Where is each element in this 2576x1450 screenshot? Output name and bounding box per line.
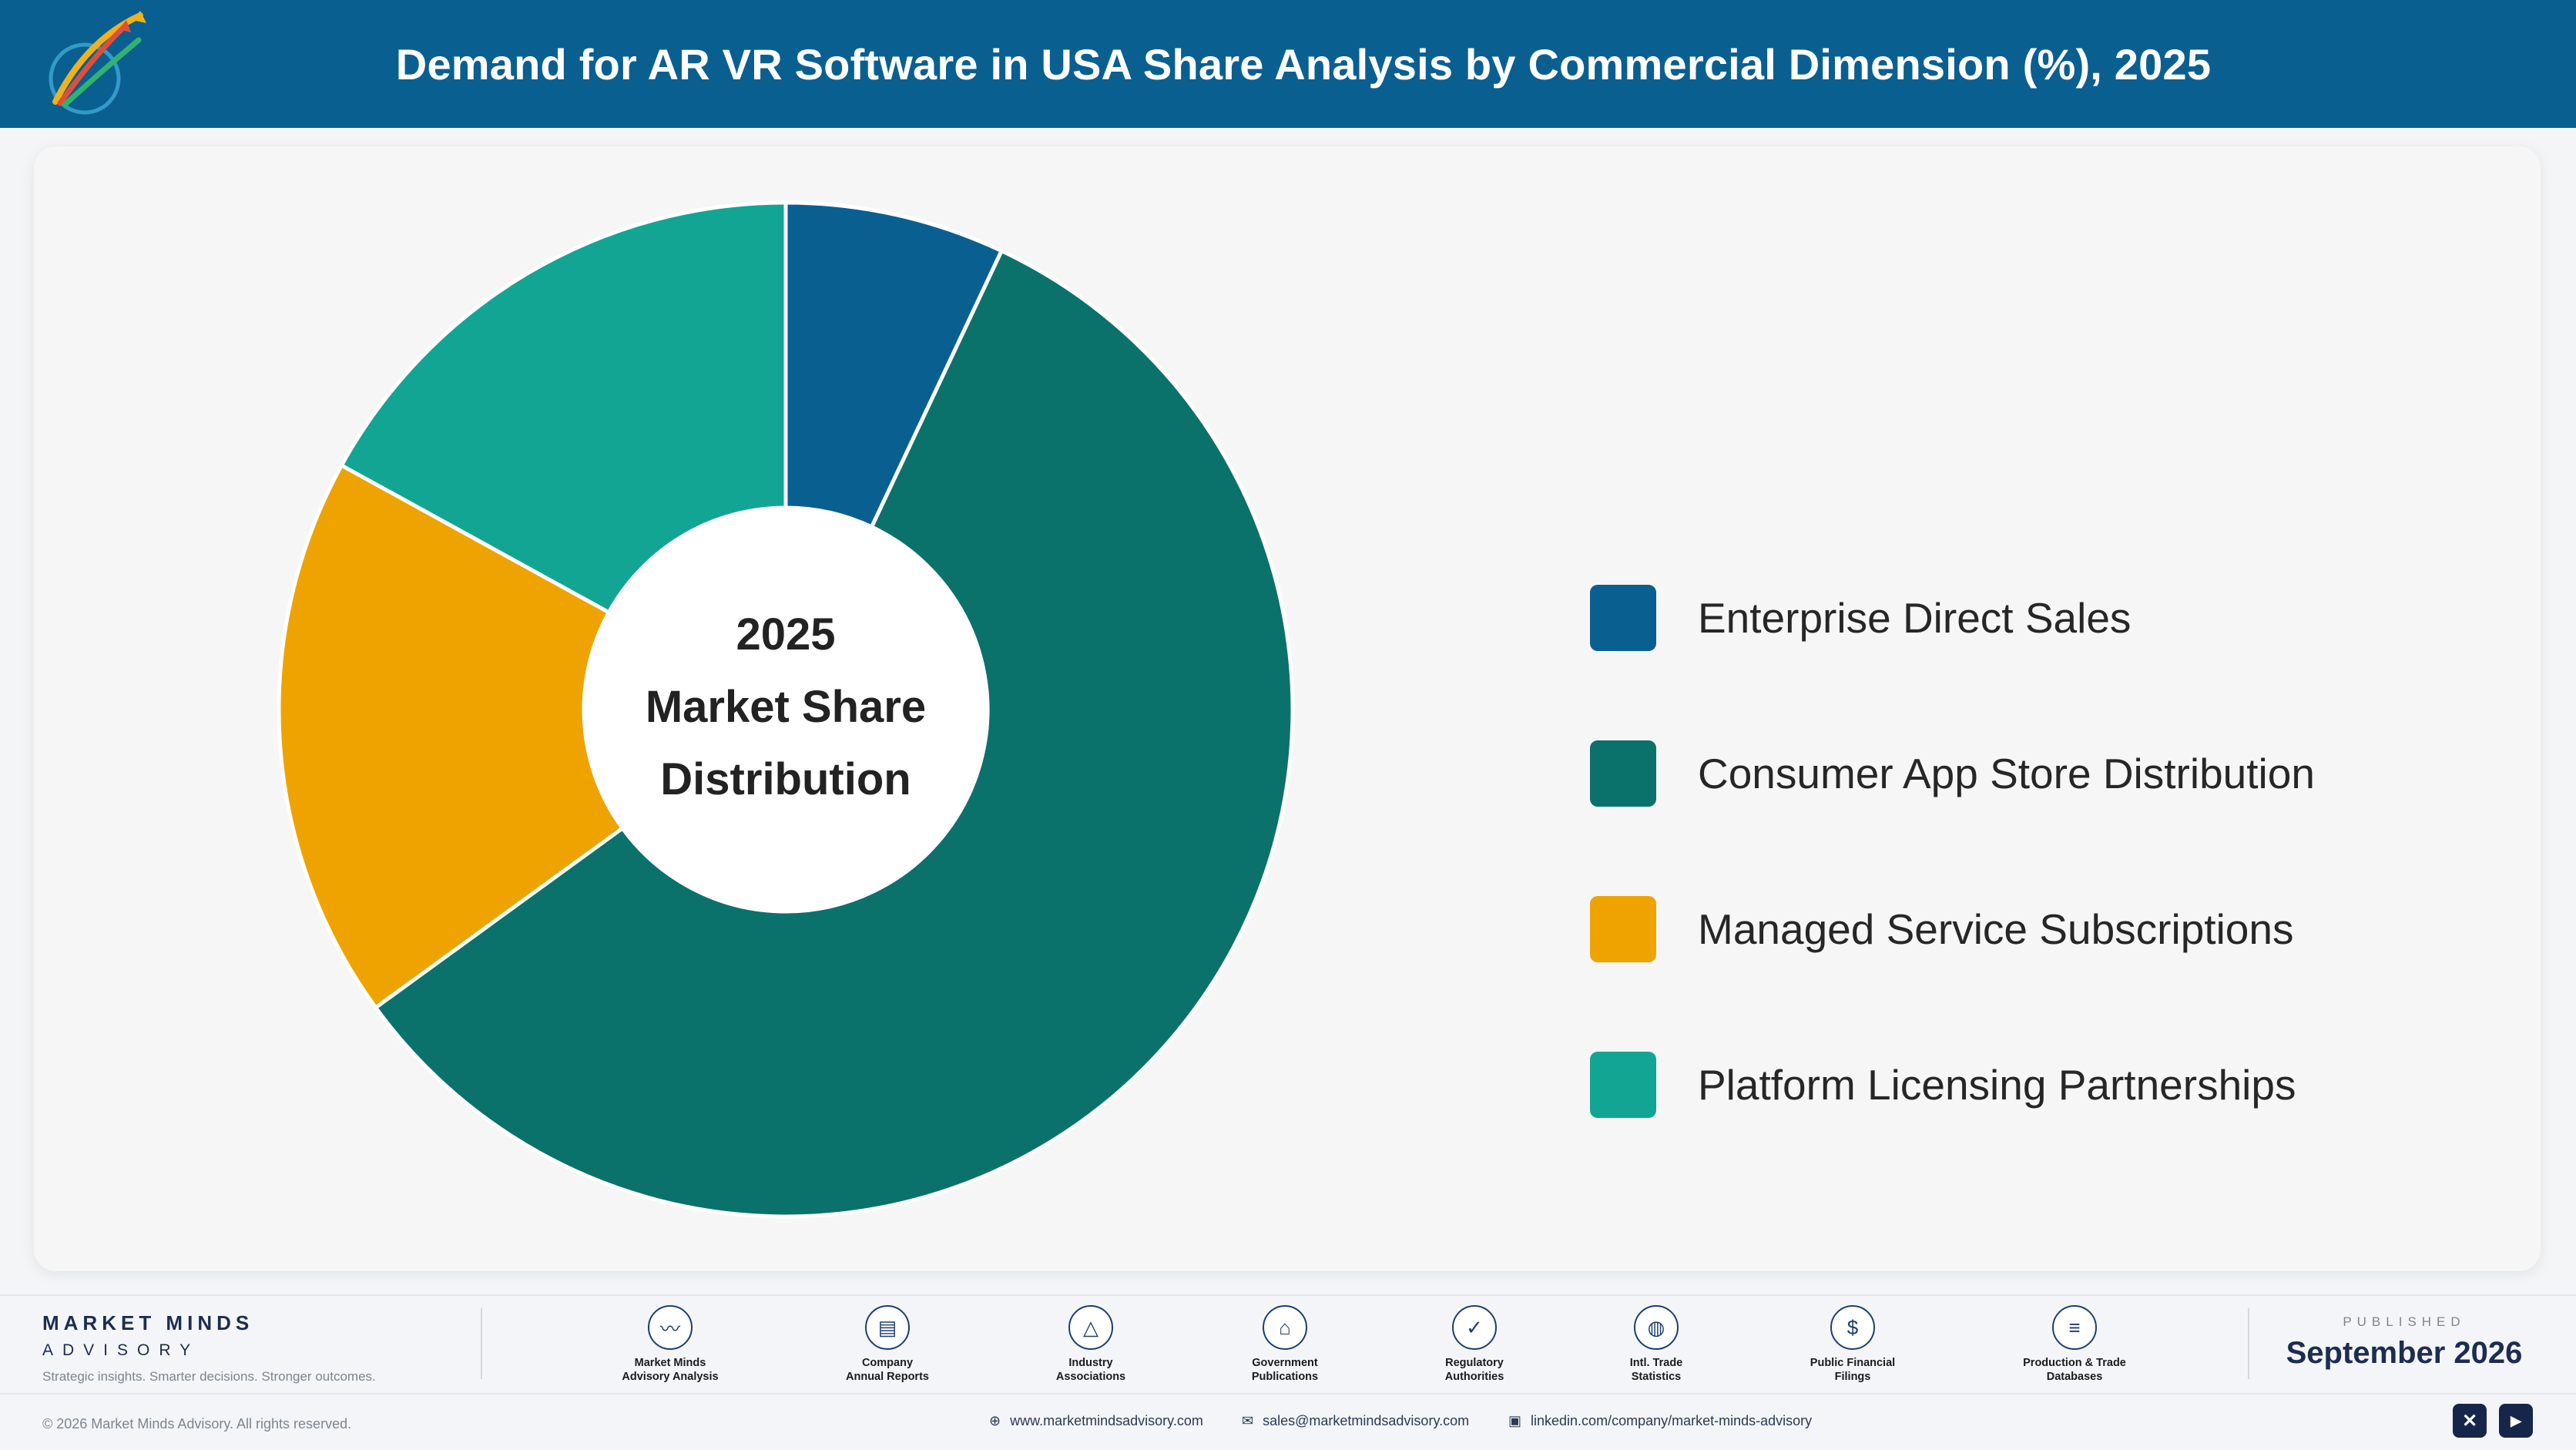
mail-icon: ✉ [1242, 1413, 1254, 1428]
source-label: Industry Associations [1055, 1357, 1126, 1383]
source-item: ≡ Production & Trade Databases [1990, 1305, 2159, 1384]
donut-center-label: 2025 [736, 609, 835, 660]
divider [481, 1308, 482, 1379]
youtube-social-button[interactable]: ▶ [2499, 1404, 2533, 1438]
network-icon: △ [1068, 1305, 1113, 1350]
brand-tagline: Strategic insights. Smarter decisions. S… [42, 1369, 376, 1384]
published-label: PUBLISHED [2343, 1314, 2466, 1329]
published-date: September 2026 [2286, 1336, 2523, 1370]
shield-check-icon: ✓ [1452, 1305, 1497, 1350]
email-link[interactable]: ✉ sales@marketmindsadvisory.com [1242, 1413, 1469, 1429]
published-block: PUBLISHED September 2026 [2277, 1314, 2531, 1371]
linkedin-text: linkedin.com/company/market-minds-adviso… [1531, 1413, 1813, 1428]
legend-label: Consumer App Store Distribution [1698, 750, 2315, 797]
header-bar: Demand for AR VR Software in USA Share A… [0, 0, 2576, 128]
website-link[interactable]: ⊕ www.marketmindsadvisory.com [989, 1413, 1203, 1429]
legend-item-enterprise-direct-sales: Enterprise Direct Sales [1590, 584, 2131, 652]
source-item: 〰 Market Minds Advisory Analysis [585, 1305, 755, 1384]
source-label: Government Publications [1251, 1357, 1319, 1383]
donut-center-label: Market Share [646, 682, 926, 732]
page-title: Demand for AR VR Software in USA Share A… [395, 39, 2212, 89]
document-icon: ▤ [865, 1305, 910, 1350]
brand-subtitle: ADVISORY [42, 1341, 200, 1359]
source-label: Intl. Trade Statistics [1629, 1357, 1683, 1383]
divider [2248, 1308, 2249, 1379]
website-text: www.marketmindsadvisory.com [1010, 1413, 1203, 1428]
donut-center-label: Distribution [660, 754, 911, 804]
legend-swatch [1590, 585, 1656, 651]
x-icon: ✕ [2461, 1410, 2478, 1432]
legend-swatch [1590, 740, 1656, 807]
source-item: ◍ Intl. Trade Statistics [1571, 1305, 1741, 1384]
government-building-icon: ⌂ [1263, 1305, 1307, 1350]
divider [0, 1393, 2576, 1395]
donut-chart: 2025 Market Share Distribution [277, 200, 1295, 1219]
source-label: Market Minds Advisory Analysis [622, 1357, 719, 1383]
legend-swatch [1590, 1052, 1656, 1118]
dollar-coin-icon: $ [1830, 1305, 1875, 1350]
footer: MARKET MINDS ADVISORY Strategic insights… [0, 1294, 2576, 1450]
source-item: $ Public Financial Filings [1768, 1305, 1937, 1384]
legend-label: Enterprise Direct Sales [1698, 594, 2132, 642]
legend-swatch [1590, 896, 1656, 962]
globe-icon: ◍ [1634, 1305, 1679, 1350]
x-social-button[interactable]: ✕ [2453, 1404, 2487, 1438]
legend-item-managed-service-subscriptions: Managed Service Subscriptions [1590, 895, 2293, 963]
growth-arrows-logo-icon [49, 11, 146, 115]
legend-item-consumer-app-store-distribution: Consumer App Store Distribution [1590, 740, 2315, 807]
source-label: Public Financial Filings [1810, 1357, 1896, 1383]
legend-label: Managed Service Subscriptions [1698, 905, 2294, 953]
source-item: ✓ Regulatory Authorities [1390, 1305, 1559, 1384]
donut-center-hole [584, 508, 988, 911]
youtube-icon: ▶ [2511, 1412, 2521, 1428]
brand-name: MARKET MINDS [42, 1311, 254, 1334]
copyright-text: © 2026 Market Minds Advisory. All rights… [42, 1416, 352, 1432]
database-icon: ≡ [2052, 1305, 2097, 1350]
brand-block: MARKET MINDS ADVISORY Strategic insights… [42, 1311, 376, 1385]
source-item: △ Industry Associations [1006, 1305, 1176, 1384]
legend-label: Platform Licensing Partnerships [1698, 1061, 2296, 1109]
globe-icon: ⊕ [989, 1413, 1001, 1428]
source-label: Regulatory Authorities [1444, 1357, 1504, 1383]
source-item: ▤ Company Annual Reports [803, 1305, 972, 1384]
legend-item-platform-licensing-partnerships: Platform Licensing Partnerships [1590, 1051, 2296, 1119]
trend-chart-icon: 〰 [648, 1305, 693, 1350]
source-label: Company Annual Reports [846, 1357, 929, 1383]
source-label: Production & Trade Databases [2023, 1357, 2126, 1383]
linkedin-link[interactable]: ▣ linkedin.com/company/market-minds-advi… [1508, 1413, 1812, 1429]
email-text: sales@marketmindsadvisory.com [1263, 1413, 1470, 1428]
linkedin-icon: ▣ [1508, 1413, 1522, 1428]
source-item: ⌂ Government Publications [1200, 1305, 1370, 1384]
chart-card: 2025 Market Share Distribution Enterprise … [34, 146, 2541, 1271]
